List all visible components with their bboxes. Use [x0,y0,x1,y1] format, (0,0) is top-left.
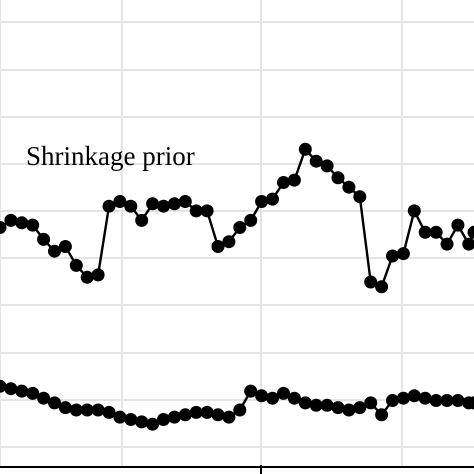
series-2-point [124,413,138,426]
series-1-point [15,216,29,230]
series-2-point [157,413,170,426]
series-1-point [331,171,345,185]
series-2-point [418,391,432,405]
series-2-point [287,391,301,405]
series-2-point [167,410,181,424]
series-1-point [211,240,225,253]
series-2-point [396,391,410,405]
series-2-point [26,386,40,400]
series-2-point [375,408,389,422]
series-1-point [451,218,465,232]
series-2-point [309,398,323,412]
series-2-point [113,410,127,424]
series-1-point [91,268,105,282]
series-1-point [298,142,312,156]
series-1-point [244,213,258,227]
series-1-point [342,180,356,194]
series-2-point [244,384,258,398]
series-1-point [233,221,247,234]
series-1-point [396,247,410,261]
series-1-point [309,154,323,168]
series-group [0,142,474,431]
series-1-point [167,197,181,211]
series-1-point [69,258,83,272]
series-2-point [37,391,51,405]
series-2-point [91,403,105,417]
series-1-point [266,192,279,206]
series-2-point [222,410,236,424]
series-2-point [266,391,279,405]
series-2-point [178,408,192,422]
series-1-point [135,213,149,227]
series-1-point [429,225,443,239]
series-1-point [287,173,301,187]
series-2-point [407,389,421,403]
series-2-point [189,405,203,419]
series-2-point [69,403,83,417]
series-2-point [255,389,269,403]
series-2-point [233,403,247,417]
series-2-point [364,396,378,410]
series-2-point [58,401,72,415]
series-2-point [320,398,334,412]
series-1-point [102,199,116,213]
series-1-point [26,218,40,232]
series-1-point [4,213,18,227]
series-2-point [211,408,225,422]
series-2-point [4,382,18,396]
series-1-point [189,204,203,218]
series-2-point [353,401,367,415]
series-1-point [48,244,61,258]
series-1-point [407,204,421,218]
series-1-point [200,204,214,218]
series-1-point [277,176,290,189]
series-1-point [320,159,334,173]
series-2-point [429,394,443,407]
series-1-point [58,240,72,253]
series-1-point [124,199,138,213]
series-2-point [451,394,465,407]
series-1-point [113,195,127,208]
series-1-point [462,237,474,251]
series-1-point [467,225,474,239]
series-2-point [48,396,61,410]
series-2-point [146,417,160,431]
series-1-point [222,235,236,249]
series-1-point [418,225,432,239]
series-2-point [102,405,116,419]
series-2-point [298,396,312,410]
series-1-point [375,280,389,294]
series-2-point [386,394,399,407]
series-1-point [440,237,454,251]
series-2-point [80,403,94,417]
series-2-point [277,386,290,400]
series-1-point [80,270,94,284]
series-1-point [386,249,399,263]
series-1-point [157,199,170,213]
series-2-point [200,405,214,419]
series-1-point [178,195,192,208]
series-2-point [135,415,149,429]
series-2-point [440,394,454,407]
series-2-point [15,384,29,398]
series-1-point [146,197,160,211]
series-1-point [364,275,378,289]
series-1-point [37,232,51,246]
series-annotation: Shrinkage prior [26,141,195,171]
series-2-point [467,396,474,410]
series-2-point [331,401,345,415]
series-1-point [255,195,269,208]
series-1-point [353,190,367,204]
series-1-point [0,221,7,234]
series-2-point [342,403,356,417]
